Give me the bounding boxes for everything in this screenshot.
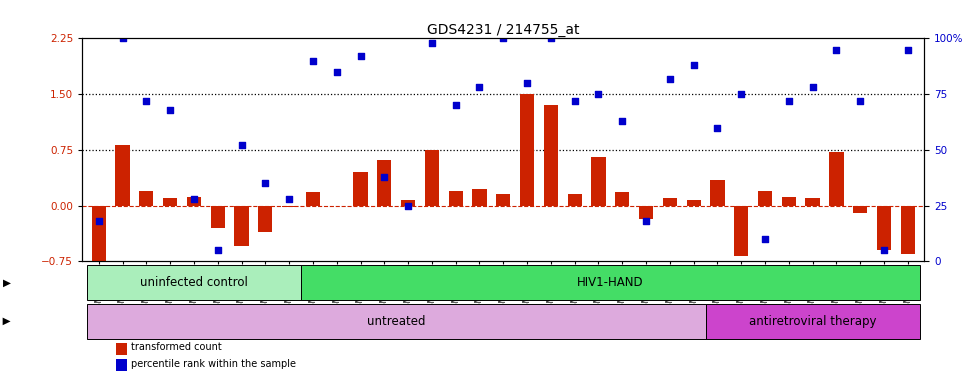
Point <box>496 35 511 41</box>
Bar <box>354 172 368 205</box>
Bar <box>92 205 106 262</box>
Point <box>543 35 558 41</box>
Point <box>520 80 535 86</box>
Bar <box>139 191 154 205</box>
Bar <box>115 145 129 205</box>
Point <box>591 91 607 97</box>
Text: percentile rank within the sample: percentile rank within the sample <box>131 359 296 369</box>
Bar <box>900 205 915 254</box>
Point <box>353 53 368 59</box>
Bar <box>163 198 178 205</box>
Bar <box>591 157 606 205</box>
Point <box>281 196 297 202</box>
Point <box>829 46 844 53</box>
Bar <box>615 192 630 205</box>
Bar <box>235 205 248 247</box>
Point <box>567 98 582 104</box>
Point <box>400 202 415 209</box>
Text: untreated: untreated <box>367 315 425 328</box>
Point <box>471 84 487 91</box>
Bar <box>758 191 772 205</box>
Bar <box>781 197 796 205</box>
Point <box>377 174 392 180</box>
Bar <box>734 205 749 256</box>
Bar <box>87 304 705 339</box>
Bar <box>258 205 272 232</box>
Bar <box>829 152 843 205</box>
Point <box>210 247 225 253</box>
Point <box>614 118 630 124</box>
Text: HIV1-HAND: HIV1-HAND <box>577 276 643 289</box>
Bar <box>705 304 920 339</box>
Bar <box>87 265 301 300</box>
Bar <box>806 198 820 205</box>
Bar <box>663 198 677 205</box>
Point <box>186 196 202 202</box>
Text: transformed count: transformed count <box>131 342 222 352</box>
Point <box>91 218 106 224</box>
Point <box>258 180 273 186</box>
Bar <box>544 105 558 205</box>
Bar <box>853 205 867 213</box>
Bar <box>116 343 127 355</box>
Text: uninfected control: uninfected control <box>140 276 248 289</box>
Text: disease state  ▶: disease state ▶ <box>0 278 11 288</box>
Point <box>805 84 820 91</box>
Point <box>162 107 178 113</box>
Bar <box>877 205 892 250</box>
Text: antiretroviral therapy: antiretroviral therapy <box>749 315 876 328</box>
Point <box>876 247 892 253</box>
Point <box>852 98 867 104</box>
Point <box>781 98 797 104</box>
Point <box>234 142 249 149</box>
Bar <box>710 180 724 205</box>
Bar <box>448 191 463 205</box>
Bar <box>116 359 127 371</box>
Bar <box>306 192 320 205</box>
Point <box>710 124 725 131</box>
Bar <box>520 94 534 205</box>
Point <box>639 218 654 224</box>
Bar <box>211 205 225 228</box>
Title: GDS4231 / 214755_at: GDS4231 / 214755_at <box>427 23 580 37</box>
Bar <box>425 150 439 205</box>
Bar <box>282 205 297 207</box>
Point <box>900 46 916 53</box>
Bar <box>377 159 391 205</box>
Point <box>757 236 773 242</box>
Bar <box>687 200 700 205</box>
Bar <box>568 194 582 205</box>
Bar <box>639 205 653 219</box>
Text: agent  ▶: agent ▶ <box>0 316 11 326</box>
Bar <box>472 189 487 205</box>
Point <box>329 69 345 75</box>
Bar <box>301 265 920 300</box>
Point <box>686 62 701 68</box>
Point <box>662 75 677 81</box>
Bar <box>497 194 510 205</box>
Point <box>115 35 130 41</box>
Bar <box>186 197 201 205</box>
Point <box>733 91 749 97</box>
Point <box>305 58 321 64</box>
Point <box>139 98 155 104</box>
Bar <box>401 200 415 205</box>
Point <box>424 40 440 46</box>
Point <box>448 102 464 108</box>
